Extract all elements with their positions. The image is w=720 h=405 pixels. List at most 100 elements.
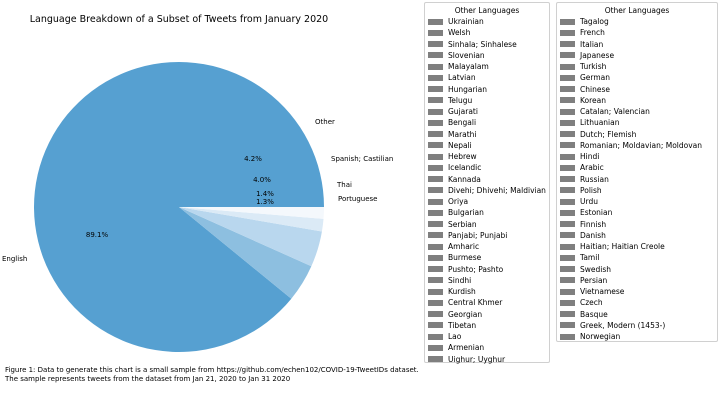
legend-swatch [428, 86, 443, 93]
legend-entry: Swedish [560, 264, 717, 275]
legend-entry-label: Czech [580, 298, 603, 308]
legend-entry: Greek, Modern (1453-) [560, 320, 717, 331]
legend-entry-label: Divehi; Dhivehi; Maldivian [448, 185, 546, 195]
legend-entry: Nepali [428, 140, 549, 151]
legend-swatch [428, 142, 443, 149]
legend-entry-label: Telugu [448, 95, 473, 105]
legend-entry: Tibetan [428, 320, 549, 331]
pie-slices [34, 61, 325, 352]
slice-name-label: Spanish; Castilian [331, 155, 393, 163]
legend-entry: Marathi [428, 129, 549, 140]
legend-entry: Polish [560, 185, 717, 196]
legend-entry-label: Hungarian [448, 84, 488, 94]
figure-caption: Figure 1: Data to generate this chart is… [5, 366, 419, 383]
legend-swatch [428, 221, 443, 228]
legend-list: Tagalog French Italian Japanese Turkish Germa… [557, 16, 717, 342]
legend-swatch [560, 97, 575, 104]
legend-entry: Hindi [560, 151, 717, 162]
legend-swatch [560, 243, 575, 250]
legend-swatch [560, 29, 575, 36]
legend-swatch [428, 97, 443, 104]
legend-swatch [428, 243, 443, 250]
legend-entry-label: Tibetan [448, 320, 477, 330]
legend-entry-label: Kurdish [448, 287, 476, 297]
legend-entry-label: Chinese [580, 84, 610, 94]
legend-entry-label: Hindi [580, 152, 600, 162]
legend-entry-label: Lao [448, 332, 462, 342]
legend-entry: Tagalog [560, 16, 717, 27]
pie-slice-thai [179, 207, 324, 232]
legend-entry: Malayalam [428, 61, 549, 72]
legend-entry: Ukrainian [428, 16, 549, 27]
legend-swatch [560, 108, 575, 115]
legend-entry-label: Latvian [448, 73, 476, 83]
legend-entry: Icelandic [428, 162, 549, 173]
legend-entry-label: Danish [580, 230, 606, 240]
legend-entry-label: Uighur; Uyghur [448, 354, 506, 364]
pie-labels: 89.1% English 4.2% Other 4.0% Spanish; Castil… [2, 118, 393, 263]
legend-swatch [560, 119, 575, 126]
legend-swatch [560, 164, 575, 171]
legend-entry: French [560, 27, 717, 38]
legend-entry: Persian [560, 275, 717, 286]
legend-entry: Italian [560, 39, 717, 50]
legend-entry: Kannada [428, 174, 549, 185]
legend-entry: Oriya [428, 196, 549, 207]
slice-name-label: Other [315, 118, 335, 126]
caption-line-1: Figure 1: Data to generate this chart is… [5, 366, 419, 374]
legend-entry-label: Russian [580, 174, 609, 184]
legend-entry: Chinese [560, 84, 717, 95]
legend-other-languages-right: Other Languages Tagalog French Italian Japa… [556, 2, 718, 342]
legend-swatch [428, 41, 443, 48]
legend-swatch [428, 18, 443, 25]
legend-entry-label: Panjabi; Punjabi [448, 230, 508, 240]
legend-entry: Basque [560, 309, 717, 320]
legend-swatch [560, 232, 575, 239]
legend-entry: Korean [560, 95, 717, 106]
legend-entry-label: German [580, 73, 611, 83]
chart-title: Language Breakdown of a Subset of Tweets… [30, 14, 328, 25]
legend-entry: Hungarian [428, 84, 549, 95]
legend-swatch [560, 277, 575, 284]
legend-entry: Pushto; Pashto [428, 264, 549, 275]
legend-swatch [428, 333, 443, 340]
legend-entry: Bengali [428, 117, 549, 128]
legend-entry: Sindhi [428, 275, 549, 286]
legend-swatch [560, 266, 575, 273]
legend-entry-label: Central Khmer [448, 298, 503, 308]
legend-entry-label: Dutch; Flemish [580, 129, 637, 139]
legend-entry-label: Tagalog [580, 17, 609, 27]
legend-swatch [428, 119, 443, 126]
legend-entry-label: French [580, 28, 605, 38]
caption-line-2: The sample represents tweets from the da… [5, 374, 291, 383]
legend-entry-label: Basque [580, 309, 608, 319]
legend-entry-label: Persian [580, 275, 608, 285]
legend-entry-label: Oriya [448, 197, 469, 207]
legend-entry-label: Japanese [580, 50, 615, 60]
legend-entry-label: Korean [580, 95, 607, 105]
legend-entry: Burmese [428, 252, 549, 263]
legend-entry-label: Bengali [448, 118, 477, 128]
legend-entry-label: Icelandic [448, 163, 482, 173]
legend-swatch [428, 356, 443, 363]
legend-entry: Slovenian [428, 50, 549, 61]
legend-entry-label: Ukrainian [448, 17, 484, 27]
legend-entry: Armenian [428, 342, 549, 353]
legend-entry: Turkish [560, 61, 717, 72]
legend-entry-label: Tamil [580, 253, 600, 263]
legend-swatch [560, 209, 575, 216]
legend-swatch [560, 333, 575, 340]
legend-entry: Gujarati [428, 106, 549, 117]
legend-entry-label: Swedish [580, 264, 612, 274]
legend-swatch [428, 266, 443, 273]
legend-entry: Serbian [428, 219, 549, 230]
legend-entry-label: Vietnamese [580, 287, 625, 297]
legend-entry: Lithuanian [560, 117, 717, 128]
legend-swatch [428, 108, 443, 115]
legend-entry-label: Catalan; Valencian [580, 107, 650, 117]
pie-slice-portuguese [179, 207, 324, 219]
legend-entry: Dutch; Flemish [560, 129, 717, 140]
legend-swatch [428, 176, 443, 183]
legend-entry-label: Italian [580, 39, 604, 49]
slice-percent-label: 4.0% [253, 176, 271, 184]
